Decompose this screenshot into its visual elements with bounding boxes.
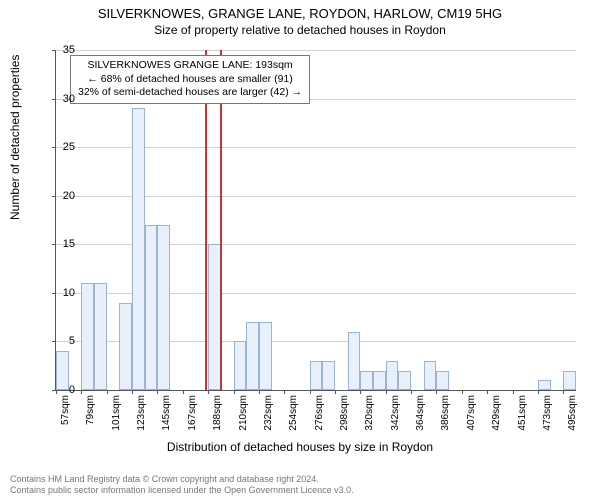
x-axis-label: Distribution of detached houses by size … [0,440,600,454]
xtick-mark [284,390,285,394]
xtick-mark [81,390,82,394]
histogram-bar [398,371,411,390]
histogram-bar [436,371,449,390]
xtick-label: 101sqm [111,395,122,431]
xtick-mark [132,390,133,394]
xtick-mark [513,390,514,394]
ytick-label: 10 [50,287,75,299]
xtick-mark [538,390,539,394]
histogram-bar [360,371,373,390]
legend-line-1: SILVERKNOWES GRANGE LANE: 193sqm [78,59,302,73]
xtick-mark [234,390,235,394]
xtick-label: 145sqm [161,395,172,431]
histogram-bar [157,225,170,390]
xtick-mark [386,390,387,394]
xtick-mark [259,390,260,394]
xtick-label: 495sqm [567,395,578,431]
xtick-mark [411,390,412,394]
footer-attribution: Contains HM Land Registry data © Crown c… [10,474,354,496]
histogram-bar [386,361,399,390]
legend-line-3: 32% of semi-detached houses are larger (… [78,86,302,100]
xtick-label: 473sqm [542,395,553,431]
xtick-label: 254sqm [288,395,299,431]
histogram-bar [145,225,158,390]
ytick-label: 35 [50,44,75,56]
histogram-bar [234,341,247,390]
xtick-label: 188sqm [212,395,223,431]
xtick-mark [335,390,336,394]
xtick-label: 429sqm [491,395,502,431]
histogram-bar [322,361,335,390]
ytick-label: 5 [50,335,75,347]
footer-line-2: Contains public sector information licen… [10,485,354,496]
xtick-label: 364sqm [415,395,426,431]
histogram-bar [246,322,259,390]
xtick-label: 451sqm [517,395,528,431]
histogram-bar [208,244,221,390]
xtick-label: 210sqm [238,395,249,431]
grid-line [56,50,576,51]
histogram-bar [259,322,272,390]
xtick-mark [310,390,311,394]
xtick-mark [360,390,361,394]
footer-line-1: Contains HM Land Registry data © Crown c… [10,474,354,485]
xtick-label: 167sqm [187,395,198,431]
xtick-label: 123sqm [136,395,147,431]
xtick-label: 320sqm [364,395,375,431]
chart-container: SILVERKNOWES, GRANGE LANE, ROYDON, HARLO… [0,0,600,500]
xtick-label: 232sqm [263,395,274,431]
xtick-label: 276sqm [314,395,325,431]
y-axis-label: Number of detached properties [8,55,22,220]
xtick-label: 57sqm [60,395,71,425]
histogram-bar [94,283,107,390]
xtick-mark [208,390,209,394]
histogram-bar [119,303,132,390]
chart-subtitle: Size of property relative to detached ho… [0,21,600,37]
histogram-bar [424,361,437,390]
xtick-mark [107,390,108,394]
histogram-bar [373,371,386,390]
chart-title-address: SILVERKNOWES, GRANGE LANE, ROYDON, HARLO… [0,0,600,21]
xtick-label: 342sqm [390,395,401,431]
xtick-mark [563,390,564,394]
histogram-bar [348,332,361,390]
xtick-label: 298sqm [339,395,350,431]
xtick-mark [462,390,463,394]
ytick-label: 30 [50,93,75,105]
histogram-bar [81,283,94,390]
xtick-mark [183,390,184,394]
histogram-bar [538,380,551,390]
ytick-label: 0 [50,384,75,396]
legend-box: SILVERKNOWES GRANGE LANE: 193sqm ← 68% o… [70,55,310,104]
xtick-mark [436,390,437,394]
xtick-mark [157,390,158,394]
ytick-label: 25 [50,141,75,153]
ytick-label: 20 [50,190,75,202]
xtick-mark [487,390,488,394]
histogram-bar [310,361,323,390]
legend-line-2: ← 68% of detached houses are smaller (91… [78,73,302,87]
histogram-bar [132,108,145,390]
xtick-label: 79sqm [85,395,96,425]
histogram-bar [563,371,576,390]
xtick-label: 407sqm [466,395,477,431]
ytick-label: 15 [50,238,75,250]
xtick-label: 386sqm [440,395,451,431]
